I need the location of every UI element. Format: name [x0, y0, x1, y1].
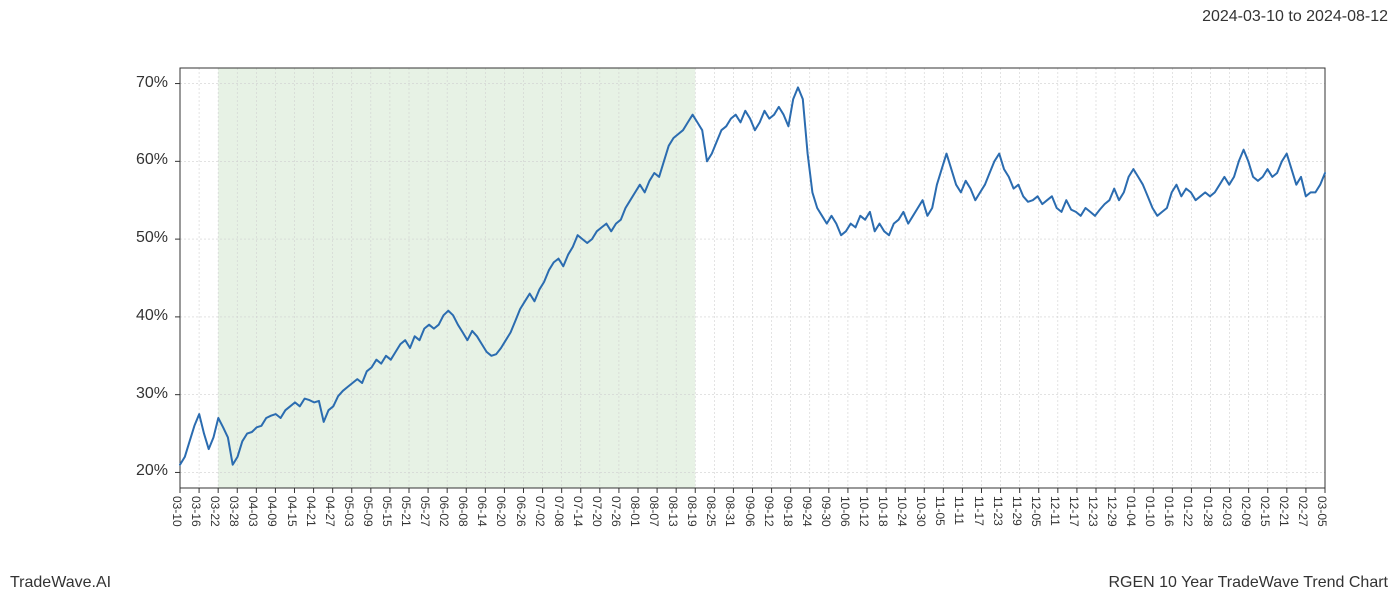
- x-tick-label: 08-13: [666, 496, 680, 527]
- x-tick-label: 06-02: [437, 496, 451, 527]
- x-tick-label: 10-24: [895, 496, 909, 527]
- x-tick-label: 11-05: [933, 496, 947, 526]
- x-tick-label: 12-23: [1086, 496, 1100, 527]
- x-tick-label: 06-08: [456, 496, 470, 527]
- x-tick-label: 11-29: [1010, 496, 1024, 526]
- x-tick-label: 08-07: [647, 496, 661, 527]
- x-tick-label: 12-17: [1067, 496, 1081, 527]
- x-tick-label: 09-06: [743, 496, 757, 527]
- x-tick-label: 03-05: [1315, 496, 1329, 527]
- x-tick-label: 06-26: [514, 496, 528, 527]
- x-tick-label: 08-01: [628, 496, 642, 527]
- x-tick-label: 04-15: [285, 496, 299, 527]
- x-tick-label: 03-10: [170, 496, 184, 527]
- x-tick-label: 01-04: [1124, 496, 1138, 527]
- x-tick-label: 02-27: [1296, 496, 1310, 527]
- x-tick-label: 07-20: [590, 496, 604, 527]
- x-tick-label: 12-05: [1029, 496, 1043, 527]
- x-tick-label: 09-12: [762, 496, 776, 527]
- x-tick-label: 10-30: [914, 496, 928, 527]
- x-tick-label: 10-18: [876, 496, 890, 527]
- x-tick-label: 02-15: [1258, 496, 1272, 527]
- x-tick-label: 02-21: [1277, 496, 1291, 527]
- chart-container: 20% 30% 40% 50% 60% 70% 03-10 03-16 03-22 03-28 0…: [0, 40, 1400, 560]
- y-tick-label: 60%: [0, 151, 168, 169]
- x-tick-label: 07-02: [533, 496, 547, 527]
- trend-chart: [0, 40, 1400, 560]
- x-tick-label: 05-27: [418, 496, 432, 527]
- brand-label: TradeWave.AI: [10, 574, 111, 592]
- x-tick-label: 08-19: [685, 496, 699, 527]
- x-tick-label: 05-15: [380, 496, 394, 527]
- x-tick-label: 09-18: [781, 496, 795, 527]
- x-tick-label: 03-16: [189, 496, 203, 527]
- x-tick-label: 01-10: [1143, 496, 1157, 527]
- x-tick-label: 04-27: [323, 496, 337, 527]
- x-tick-label: 02-09: [1239, 496, 1253, 527]
- x-tick-label: 03-28: [227, 496, 241, 527]
- x-tick-label: 05-21: [399, 496, 413, 527]
- x-tick-label: 02-03: [1220, 496, 1234, 527]
- x-tick-label: 07-08: [552, 496, 566, 527]
- x-tick-label: 09-24: [800, 496, 814, 527]
- x-tick-label: 04-09: [265, 496, 279, 527]
- x-tick-label: 08-25: [704, 496, 718, 527]
- date-range-label: 2024-03-10 to 2024-08-12: [1202, 8, 1388, 26]
- x-tick-label: 01-22: [1181, 496, 1195, 527]
- x-tick-label: 05-09: [361, 496, 375, 527]
- x-tick-label: 05-03: [342, 496, 356, 527]
- x-tick-label: 12-29: [1105, 496, 1119, 527]
- x-tick-label: 09-30: [819, 496, 833, 527]
- y-tick-label: 40%: [0, 307, 168, 325]
- x-tick-label: 03-22: [208, 496, 222, 527]
- y-tick-label: 20%: [0, 462, 168, 480]
- x-tick-label: 07-26: [609, 496, 623, 527]
- x-tick-label: 06-20: [494, 496, 508, 527]
- x-tick-label: 01-16: [1162, 496, 1176, 527]
- y-tick-label: 70%: [0, 74, 168, 92]
- x-tick-label: 06-14: [475, 496, 489, 527]
- chart-title: RGEN 10 Year TradeWave Trend Chart: [1108, 574, 1388, 592]
- x-tick-label: 04-21: [304, 496, 318, 527]
- x-tick-label: 11-17: [972, 496, 986, 526]
- x-tick-label: 07-14: [571, 496, 585, 527]
- x-tick-label: 12-11: [1048, 496, 1062, 526]
- x-tick-label: 10-06: [838, 496, 852, 527]
- x-tick-label: 11-23: [991, 496, 1005, 526]
- x-tick-label: 08-31: [723, 496, 737, 527]
- x-tick-label: 01-28: [1201, 496, 1215, 527]
- x-tick-label: 10-12: [857, 496, 871, 527]
- x-tick-label: 11-11: [952, 496, 966, 525]
- x-tick-label: 04-03: [246, 496, 260, 527]
- y-tick-label: 30%: [0, 385, 168, 403]
- y-tick-label: 50%: [0, 229, 168, 247]
